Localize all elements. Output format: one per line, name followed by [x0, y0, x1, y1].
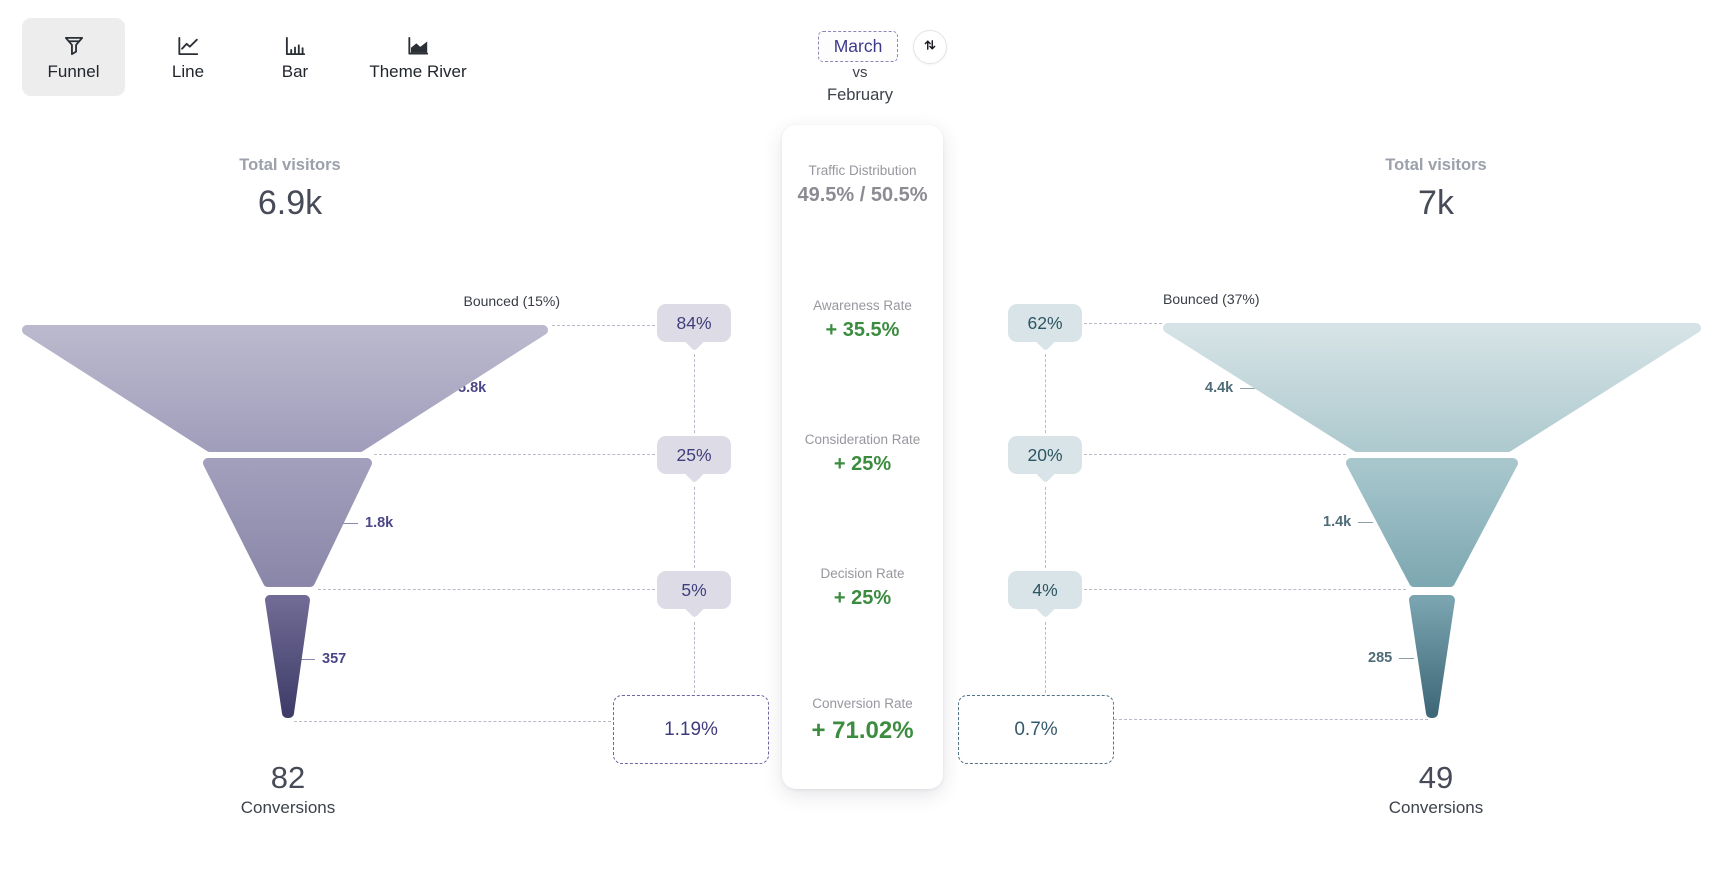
swap-vertical-icon — [921, 36, 939, 59]
dashed-connector — [694, 622, 695, 693]
left-funnel-stage-1[interactable] — [22, 325, 548, 452]
right-bounced-label: Bounced (37%) — [1163, 291, 1260, 307]
tick-line — [1399, 657, 1415, 659]
tab-line-label: Line — [171, 61, 205, 81]
dashed-connector — [694, 487, 695, 568]
tab-theme-river[interactable]: Theme River — [352, 18, 484, 96]
right-funnel-stage-3[interactable] — [1409, 595, 1455, 718]
left-total-visitors: Total visitors 6.9k — [165, 156, 415, 223]
tick-line — [300, 658, 315, 660]
tab-theme-river-label: Theme River — [369, 61, 467, 81]
right-rate-badge-1: 62% — [1008, 304, 1082, 342]
right-funnel-stage-1[interactable] — [1163, 323, 1701, 452]
tab-bar-label: Bar — [281, 61, 309, 81]
swap-months-button[interactable] — [913, 30, 947, 64]
tab-funnel[interactable]: Funnel — [22, 18, 125, 96]
right-conversions-label: Conversions — [1388, 798, 1484, 817]
theme-river-icon — [405, 33, 431, 59]
funnel-icon — [61, 33, 87, 59]
left-stage-3-value: 357 — [300, 651, 346, 667]
right-stage-3-value: 285 — [1368, 650, 1415, 666]
line-chart-icon — [175, 33, 201, 59]
right-conversions-value: 49 — [1418, 760, 1454, 795]
dashed-connector — [1084, 454, 1346, 455]
left-rate-badge-1: 84% — [657, 304, 731, 342]
left-total-visitors-value: 6.9k — [257, 184, 323, 222]
right-conversions: 49 Conversions — [1311, 760, 1561, 818]
comparison-metrics-card: Traffic Distribution 49.5% / 50.5% Aware… — [782, 125, 943, 789]
right-stage-1-value: 4.4k — [1205, 380, 1256, 396]
left-rate-badge-2: 25% — [657, 436, 731, 474]
dashed-connector — [294, 721, 611, 722]
right-rate-badge-2: 20% — [1008, 436, 1082, 474]
dashed-connector — [1084, 589, 1406, 590]
left-rate-badge-3: 5% — [657, 571, 731, 609]
right-total-visitors-value: 7k — [1418, 184, 1454, 222]
left-funnel-stage-2[interactable] — [203, 458, 372, 587]
left-funnel-stage-3[interactable] — [265, 595, 310, 718]
metric-decision-rate: Decision Rate + 25% — [820, 566, 905, 609]
left-bounced-label: Bounced (15%) — [463, 293, 560, 309]
dashed-connector — [1084, 323, 1162, 324]
metric-conversion-rate: Conversion Rate + 71.02% — [811, 696, 914, 744]
right-stage-2-value: 1.4k — [1323, 514, 1374, 530]
left-final-rate-box: 1.19% — [613, 695, 769, 764]
right-final-rate-box: 0.7% — [958, 695, 1114, 764]
dashed-connector — [1045, 487, 1046, 568]
tick-line — [343, 522, 358, 524]
secondary-month-label: February — [826, 86, 894, 104]
vs-label: vs — [852, 64, 868, 81]
dashed-connector — [374, 454, 655, 455]
dashed-connector — [552, 325, 655, 326]
dashed-connector — [1114, 719, 1428, 720]
primary-month-selector[interactable]: March — [818, 31, 898, 62]
tick-line — [1240, 387, 1256, 389]
dashed-connector — [1045, 354, 1046, 433]
right-total-visitors-label: Total visitors — [1385, 156, 1487, 174]
dashed-connector — [1045, 622, 1046, 693]
left-total-visitors-label: Total visitors — [239, 156, 341, 174]
tab-bar[interactable]: Bar — [255, 18, 335, 96]
tab-funnel-label: Funnel — [47, 61, 100, 81]
left-stage-2-value: 1.8k — [343, 515, 393, 531]
metric-awareness-rate: Awareness Rate + 35.5% — [813, 298, 912, 341]
left-conversions-value: 82 — [270, 760, 306, 795]
left-conversions-label: Conversions — [240, 798, 336, 817]
bar-chart-icon — [282, 33, 308, 59]
dashed-connector — [318, 589, 655, 590]
left-conversions: 82 Conversions — [163, 760, 413, 818]
right-rate-badge-3: 4% — [1008, 571, 1082, 609]
metric-consideration-rate: Consideration Rate + 25% — [804, 432, 921, 475]
right-funnel-stage-2[interactable] — [1346, 458, 1518, 587]
dashed-connector — [694, 354, 695, 433]
tick-line — [1358, 521, 1374, 523]
right-total-visitors: Total visitors 7k — [1311, 156, 1561, 223]
tab-line[interactable]: Line — [148, 18, 228, 96]
metric-traffic-distribution: Traffic Distribution 49.5% / 50.5% — [797, 163, 928, 206]
